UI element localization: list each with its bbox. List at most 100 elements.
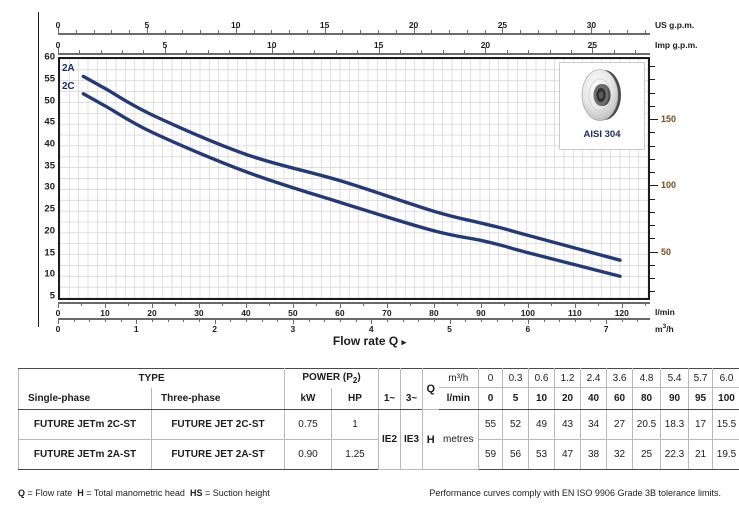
axis-tick [293, 49, 295, 53]
header-q-unit-m3h: m³/h [438, 368, 480, 388]
efficiency-ie2: IE2 [378, 409, 402, 470]
axis-tick [198, 302, 200, 308]
y-tick-40: 40 [44, 138, 55, 150]
axis-tick [574, 302, 576, 308]
axis-tick [613, 49, 615, 53]
axis-tick [421, 49, 423, 53]
axis-tick [167, 318, 169, 322]
feet-tick-label-50: 50 [661, 246, 672, 257]
axis-tick [186, 49, 188, 53]
axis-tick [58, 27, 59, 33]
row-1-head-8: 21 [688, 439, 714, 470]
table-row[interactable]: FUTURE JETm 2A-ST FUTURE JET 2A-ST 0.90 … [18, 439, 739, 470]
axis-tick [502, 27, 504, 33]
axis-tick [128, 302, 130, 306]
axis-tick [271, 47, 273, 53]
axis-tick [360, 29, 362, 33]
axis-tick [573, 29, 575, 33]
table-header-row-1: TYPE POWER (P2) Q m³/h 0 0.3 0.6 1.2 2.4… [18, 368, 739, 410]
axis-tick-label-4: 4 [368, 324, 374, 334]
header-single-phase: Single-phase [18, 387, 152, 410]
axis-tick [386, 318, 388, 322]
axis-tick [324, 27, 326, 33]
axis-tick-label-30: 30 [586, 20, 597, 30]
axis-tick-label-1: 1 [133, 324, 139, 334]
axis-tick [378, 29, 379, 33]
axis-tick [644, 29, 646, 33]
feet-tick [650, 119, 658, 121]
axis-tick [570, 49, 572, 53]
axis-tick [386, 302, 388, 308]
q-lmin-7: 90 [660, 387, 690, 410]
feet-tick [650, 172, 655, 173]
axis-tick [465, 318, 467, 322]
axis-tick-label-6: 6 [525, 324, 531, 334]
axis-tick-label-20: 20 [408, 20, 419, 30]
q-m3h-2: 0.6 [528, 368, 556, 388]
row-0-head-3: 43 [554, 409, 582, 440]
axis-tick [222, 302, 224, 306]
feet-tick [650, 92, 655, 94]
q-m3h-5: 3.6 [606, 368, 634, 388]
axis-tick [335, 49, 337, 53]
axis-lmin: 0 10 20 30 40 50 60 70 80 90 100 110 120 [56, 302, 650, 324]
curve-label-2a: 2A [62, 63, 75, 75]
axis-tick [466, 29, 468, 33]
axis-tick [122, 49, 124, 53]
axis-tick [433, 302, 435, 308]
row-1-head-9: 19.5 [712, 439, 739, 470]
efficiency-ie3: IE3 [400, 409, 424, 470]
axis-tick [151, 318, 153, 322]
axis-tick-label-5: 5 [144, 20, 150, 30]
axis-tick [81, 302, 83, 306]
axis-tick [480, 302, 482, 308]
axis-tick [591, 27, 593, 33]
axis-tick [504, 302, 506, 306]
axis-imp-gpm-unit: Imp g.p.m. [655, 40, 698, 50]
axis-tick-label-2: 2 [212, 324, 217, 334]
axis-tick [506, 49, 508, 53]
axis-tick [339, 302, 341, 308]
axis-tick [235, 27, 237, 33]
legend-h-symbol: H [77, 488, 84, 498]
axis-tick [111, 29, 113, 33]
legend-hs-text: = Suction height [202, 488, 270, 498]
axis-tick-label-15: 15 [319, 20, 330, 30]
q-m3h-8: 5.7 [688, 368, 714, 388]
axis-tick [136, 318, 138, 324]
y-tick-10: 10 [44, 268, 55, 280]
table-row[interactable]: FUTURE JETm 2C-ST FUTURE JET 2C-ST 0.75 … [18, 409, 739, 470]
performance-curve-chart: 0 5 10 15 20 25 30 US g.p.m. 0 5 10 15 20 25 Imp g.… [38, 12, 710, 348]
axis-tick [363, 302, 365, 306]
axis-tick [464, 49, 466, 53]
axis-tick [214, 318, 216, 324]
axis-tick [228, 49, 230, 53]
row-1-head-6: 25 [632, 439, 662, 470]
axis-line [58, 318, 650, 320]
axis-tick-label-0: 0 [55, 20, 61, 30]
axis-tick-label-50: 50 [288, 308, 298, 318]
axis-us-gpm-unit: US g.p.m. [655, 20, 695, 30]
axis-tick [58, 47, 59, 53]
axis-tick-label-120: 120 [614, 308, 629, 318]
feet-tick [650, 145, 655, 147]
header-h-letter: H [422, 409, 439, 470]
axis-tick [324, 318, 326, 322]
axis-tick-label-0: 0 [55, 40, 61, 50]
axis-tick [100, 49, 102, 53]
axis-tick [621, 302, 623, 308]
feet-tick [650, 158, 655, 160]
row-0-head-9: 15.5 [712, 409, 739, 440]
feet-tick [650, 291, 655, 293]
feet-tick [650, 66, 655, 68]
axis-lmin-unit: l/min [655, 307, 675, 317]
feet-tick-label-150: 150 [661, 114, 677, 125]
header-phase-3: 3~ [400, 387, 424, 410]
q-lmin-3: 20 [554, 387, 582, 410]
axis-tick [250, 49, 252, 53]
axis-head-feet: 50 100 150 [650, 57, 710, 300]
axis-tick [289, 29, 291, 33]
axis-imp-gpm: 0 5 10 15 20 25 [55, 40, 650, 62]
row-1-head-2: 53 [528, 439, 556, 470]
